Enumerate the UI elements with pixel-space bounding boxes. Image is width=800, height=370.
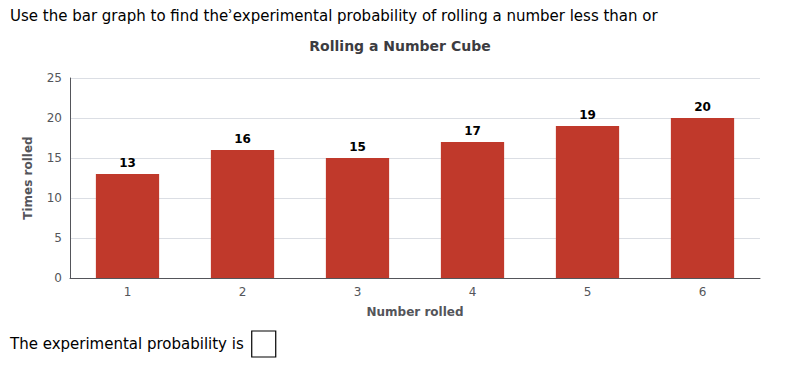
svg-text:Use the bar graph to find theʾ: Use the bar graph to find theʾexperiment… <box>10 7 659 25</box>
svg-text:0: 0 <box>54 271 62 285</box>
svg-text:17: 17 <box>464 124 481 138</box>
svg-text:20: 20 <box>47 111 62 125</box>
svg-text:16: 16 <box>234 132 251 146</box>
svg-text:Number rolled: Number rolled <box>366 305 463 319</box>
svg-text:4: 4 <box>469 285 477 299</box>
svg-text:1: 1 <box>124 285 132 299</box>
svg-text:The experimental probability i: The experimental probability is <box>9 335 244 353</box>
svg-text:20: 20 <box>694 100 711 114</box>
svg-text:5: 5 <box>584 285 592 299</box>
svg-text:19: 19 <box>579 108 596 122</box>
svg-text:Times rolled: Times rolled <box>21 136 35 219</box>
svg-text:Rolling a Number Cube: Rolling a Number Cube <box>309 38 490 54</box>
svg-text:25: 25 <box>47 71 62 85</box>
svg-text:13: 13 <box>119 156 136 170</box>
svg-text:10: 10 <box>47 191 62 205</box>
svg-text:6: 6 <box>699 285 707 299</box>
svg-text:15: 15 <box>349 140 366 154</box>
svg-text:15: 15 <box>47 151 62 165</box>
svg-text:5: 5 <box>54 231 62 245</box>
svg-text:2: 2 <box>239 285 247 299</box>
svg-text:3: 3 <box>354 285 362 299</box>
